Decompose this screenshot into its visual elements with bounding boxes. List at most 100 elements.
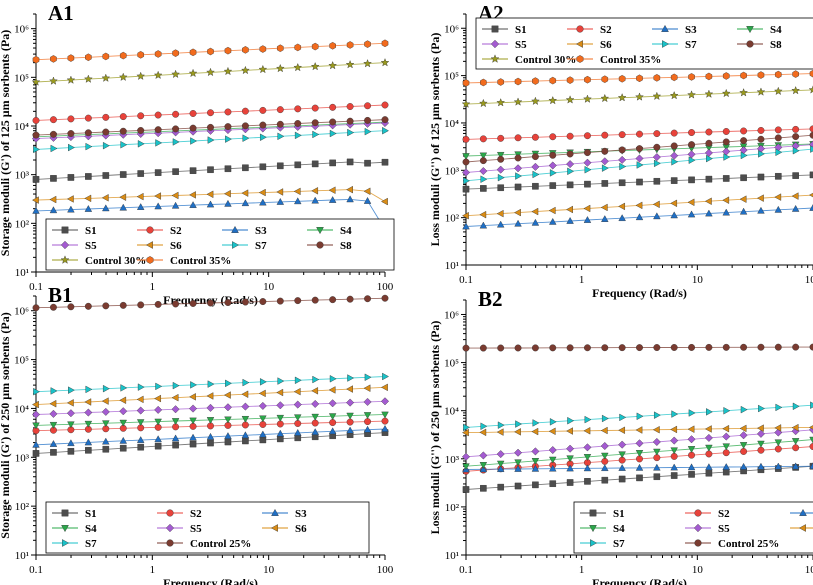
data-point — [32, 196, 39, 204]
data-point — [462, 222, 470, 230]
data-point — [381, 101, 389, 109]
data-point — [670, 211, 678, 219]
data-point — [67, 303, 75, 311]
data-point — [136, 71, 146, 80]
legend-label: S7 — [685, 39, 697, 51]
data-point — [381, 39, 389, 48]
legend-marker — [62, 539, 70, 547]
data-point — [514, 482, 522, 490]
data-point — [584, 415, 592, 424]
legend-label: Control 35% — [600, 54, 661, 66]
legend-marker — [145, 241, 153, 249]
data-point — [721, 88, 731, 98]
data-point — [293, 187, 301, 196]
data-point — [704, 197, 712, 205]
data-point — [774, 343, 782, 351]
data-point — [652, 425, 660, 434]
data-point — [652, 200, 660, 209]
data-point — [258, 188, 266, 197]
data-point — [670, 142, 678, 150]
data-point — [566, 464, 574, 472]
data-point — [207, 123, 214, 131]
legend-marker — [576, 25, 584, 33]
panel-label: A1 — [48, 1, 74, 25]
data-point — [514, 465, 522, 472]
series-s6 — [462, 423, 813, 437]
legend-marker — [146, 256, 154, 264]
data-point — [705, 469, 713, 477]
series-control-30- — [461, 85, 813, 108]
legend-marker — [165, 523, 175, 533]
data-point — [32, 422, 40, 430]
data-point — [480, 422, 488, 431]
data-point — [329, 296, 337, 304]
panel-label: B1 — [48, 283, 73, 307]
data-point — [171, 418, 180, 426]
data-point — [381, 411, 389, 419]
data-point — [567, 167, 575, 176]
series-s6 — [32, 185, 388, 206]
data-point — [189, 300, 197, 307]
legend-marker — [231, 225, 239, 233]
data-point — [635, 463, 644, 471]
data-point — [189, 393, 196, 401]
data-point — [225, 135, 232, 143]
data-point — [687, 210, 696, 218]
legend-marker — [61, 226, 69, 234]
data-point — [381, 197, 388, 206]
data-point — [241, 298, 249, 306]
data-point — [758, 404, 765, 413]
data-point — [739, 195, 747, 203]
data-point — [497, 184, 504, 192]
data-point — [497, 155, 505, 163]
data-point — [66, 399, 74, 407]
y-tick-label: 10² — [445, 213, 460, 225]
data-point — [705, 128, 713, 136]
data-point — [722, 196, 730, 204]
data-point — [84, 205, 93, 212]
data-point — [670, 129, 678, 137]
data-point — [137, 140, 145, 148]
legend-item: Control 25% — [685, 538, 779, 550]
data-point — [601, 344, 609, 352]
data-point — [137, 443, 144, 451]
data-point — [809, 192, 813, 198]
data-point — [154, 50, 162, 58]
data-point — [583, 464, 592, 472]
data-point — [566, 160, 575, 169]
data-point — [136, 203, 145, 210]
data-point — [739, 431, 748, 440]
data-point — [618, 146, 626, 154]
x-tick-label: 0.1 — [29, 281, 43, 293]
data-point — [669, 90, 679, 100]
data-point — [381, 417, 389, 425]
data-point — [311, 296, 319, 304]
data-point — [328, 386, 336, 394]
x-tick-label: 0.1 — [459, 274, 473, 286]
data-point — [548, 446, 557, 455]
data-point — [49, 130, 57, 138]
data-point — [32, 450, 40, 457]
y-axis-title: Storage moduli (G') of 125 μm sorbents (… — [0, 30, 12, 256]
data-point — [619, 162, 627, 171]
y-axis-title: Loss moduli (G'') of 250 μm sorbents (Pa… — [428, 321, 442, 535]
legend-marker — [576, 55, 584, 63]
data-point — [259, 415, 267, 423]
data-point — [462, 158, 470, 166]
data-point — [514, 219, 522, 227]
data-point — [294, 376, 302, 385]
data-point — [311, 387, 319, 395]
data-point — [722, 463, 730, 470]
data-point — [259, 436, 267, 444]
data-point — [102, 384, 110, 393]
y-tick-label: 10⁶ — [444, 23, 459, 35]
data-point — [224, 108, 232, 116]
data-point — [705, 175, 713, 183]
data-point — [241, 107, 249, 115]
data-point — [311, 419, 319, 427]
data-point — [329, 118, 337, 126]
data-point — [549, 456, 557, 464]
data-point — [756, 424, 764, 432]
legend-label: S4 — [613, 523, 625, 535]
data-point — [636, 344, 643, 352]
